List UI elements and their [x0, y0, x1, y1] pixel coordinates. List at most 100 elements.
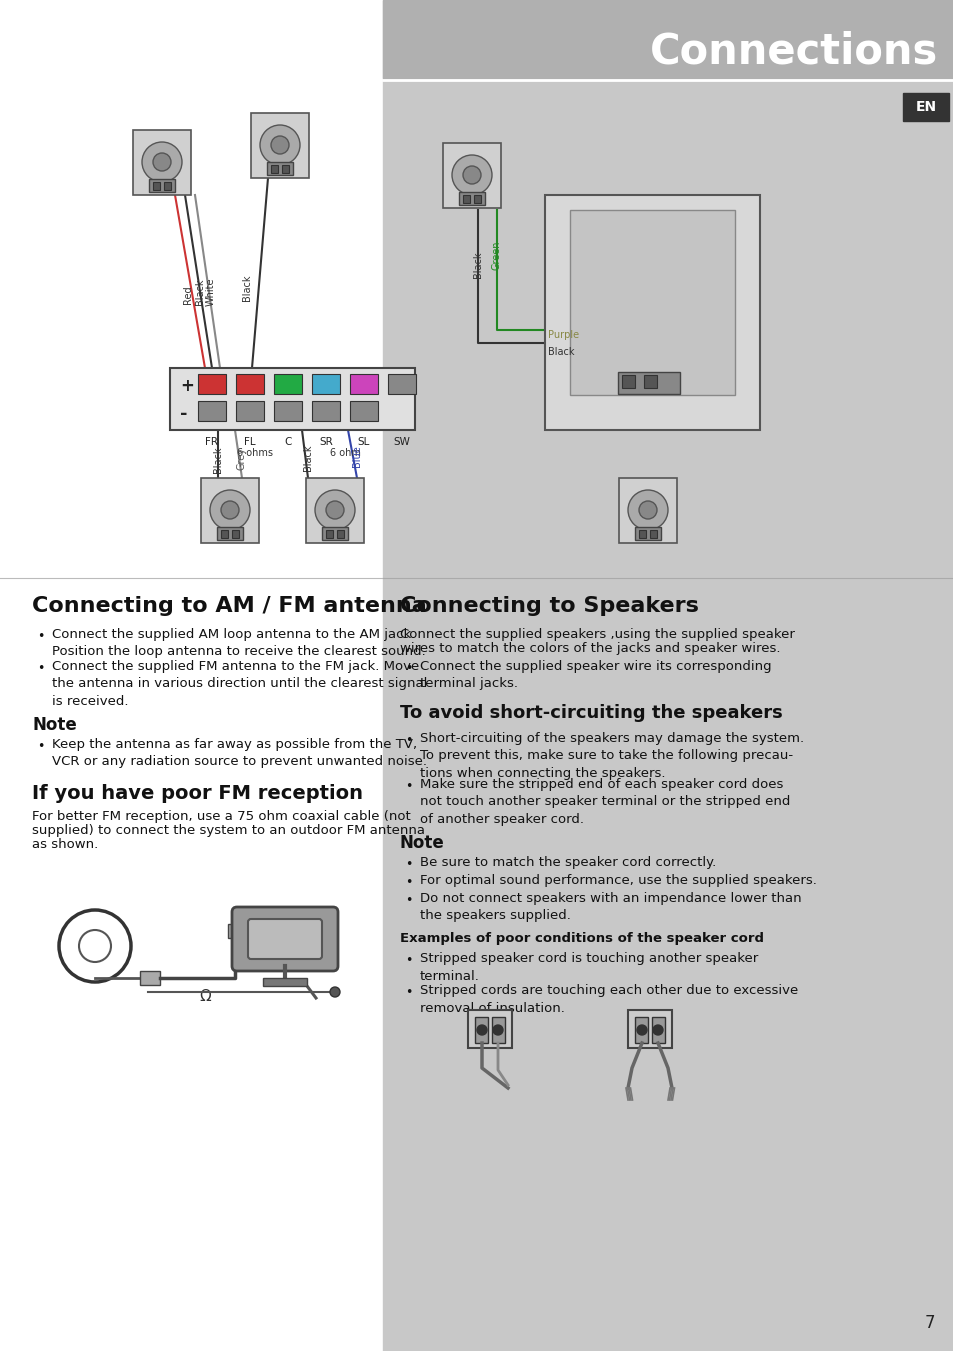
Circle shape: [326, 501, 344, 519]
Text: wires to match the colors of the jacks and speaker wires.: wires to match the colors of the jacks a…: [399, 642, 780, 655]
Text: Stripped cords are touching each other due to excessive
removal of insulation.: Stripped cords are touching each other d…: [419, 984, 798, 1015]
Text: 6 ohms: 6 ohms: [236, 449, 273, 458]
Text: -: -: [180, 405, 188, 423]
Bar: [235, 374, 264, 394]
Bar: [235, 401, 264, 422]
Bar: [306, 477, 364, 543]
Bar: [474, 195, 480, 203]
Bar: [251, 112, 309, 177]
Circle shape: [330, 988, 339, 997]
Bar: [132, 130, 191, 195]
Text: Examples of poor conditions of the speaker cord: Examples of poor conditions of the speak…: [399, 932, 763, 944]
Text: •: •: [405, 875, 412, 889]
Text: SR: SR: [319, 436, 333, 447]
Text: Black: Black: [242, 274, 252, 301]
Bar: [468, 1011, 512, 1048]
Text: SW: SW: [394, 436, 410, 447]
Circle shape: [452, 155, 492, 195]
FancyBboxPatch shape: [232, 907, 337, 971]
Text: •: •: [405, 662, 412, 676]
Bar: [221, 530, 228, 538]
Circle shape: [493, 1025, 502, 1035]
Circle shape: [142, 142, 182, 182]
Bar: [350, 401, 377, 422]
Text: Connecting to AM / FM antenna: Connecting to AM / FM antenna: [32, 596, 426, 616]
Text: 6 ohm: 6 ohm: [329, 449, 360, 458]
Bar: [492, 1017, 504, 1043]
Circle shape: [652, 1025, 662, 1035]
Bar: [322, 527, 348, 539]
Circle shape: [627, 490, 667, 530]
Text: EN: EN: [915, 100, 936, 113]
Bar: [140, 971, 160, 985]
Bar: [326, 530, 333, 538]
Bar: [458, 192, 484, 204]
Bar: [198, 401, 226, 422]
Bar: [382, 0, 953, 78]
Text: Black: Black: [194, 278, 205, 305]
Bar: [627, 1011, 671, 1048]
Text: Blue: Blue: [352, 444, 361, 467]
Text: 7: 7: [923, 1315, 934, 1332]
Text: •: •: [405, 734, 412, 747]
Bar: [651, 1017, 664, 1043]
Text: FR: FR: [205, 436, 218, 447]
Bar: [216, 527, 243, 539]
Text: Connecting to Speakers: Connecting to Speakers: [399, 596, 699, 616]
Bar: [569, 209, 734, 394]
Bar: [643, 376, 657, 388]
Text: as shown.: as shown.: [32, 838, 98, 851]
Bar: [312, 374, 339, 394]
Text: •: •: [405, 954, 412, 967]
Circle shape: [221, 501, 239, 519]
Text: •: •: [405, 858, 412, 871]
Circle shape: [637, 1025, 646, 1035]
Bar: [618, 477, 677, 543]
Bar: [228, 924, 246, 938]
Circle shape: [476, 1025, 486, 1035]
Text: •: •: [405, 894, 412, 907]
Text: •: •: [405, 780, 412, 793]
Bar: [649, 530, 657, 538]
Bar: [282, 165, 289, 173]
Text: Black: Black: [547, 347, 574, 357]
Text: Black: Black: [473, 251, 482, 278]
Text: Be sure to match the speaker cord correctly.: Be sure to match the speaker cord correc…: [419, 857, 716, 869]
Bar: [902, 93, 948, 122]
Bar: [350, 374, 377, 394]
Bar: [232, 530, 239, 538]
Text: +: +: [180, 377, 193, 394]
Circle shape: [639, 501, 657, 519]
Text: FL: FL: [244, 436, 255, 447]
Bar: [149, 178, 174, 192]
Text: Connect the supplied speakers ,using the supplied speaker: Connect the supplied speakers ,using the…: [399, 628, 794, 640]
Text: Purple: Purple: [547, 330, 578, 340]
Circle shape: [271, 136, 289, 154]
Circle shape: [314, 490, 355, 530]
Text: Black: Black: [213, 447, 223, 473]
Text: Make sure the stripped end of each speaker cord does
not touch another speaker t: Make sure the stripped end of each speak…: [419, 778, 789, 825]
Bar: [336, 530, 344, 538]
Bar: [312, 401, 339, 422]
Text: Short-circuiting of the speakers may damage the system.
To prevent this, make su: Short-circuiting of the speakers may dam…: [419, 732, 803, 780]
Bar: [635, 527, 660, 539]
Bar: [388, 374, 416, 394]
Text: To avoid short-circuiting the speakers: To avoid short-circuiting the speakers: [399, 704, 781, 721]
Text: Connect the supplied FM antenna to the FM jack. Move
the antenna in various dire: Connect the supplied FM antenna to the F…: [52, 661, 427, 708]
Text: For optimal sound performance, use the supplied speakers.: For optimal sound performance, use the s…: [419, 874, 816, 888]
Text: SL: SL: [357, 436, 370, 447]
FancyBboxPatch shape: [248, 919, 322, 959]
Bar: [462, 195, 470, 203]
Text: •: •: [37, 662, 45, 676]
Text: Do not connect speakers with an impendance lower than
the speakers supplied.: Do not connect speakers with an impendan…: [419, 892, 801, 923]
Text: •: •: [37, 740, 45, 753]
Text: Green: Green: [492, 240, 501, 270]
Bar: [201, 477, 258, 543]
Bar: [382, 0, 953, 1351]
Text: Ω: Ω: [199, 989, 211, 1004]
Bar: [274, 374, 302, 394]
Bar: [152, 181, 160, 189]
Text: Connections: Connections: [649, 31, 937, 73]
Bar: [267, 162, 293, 174]
Bar: [639, 530, 645, 538]
